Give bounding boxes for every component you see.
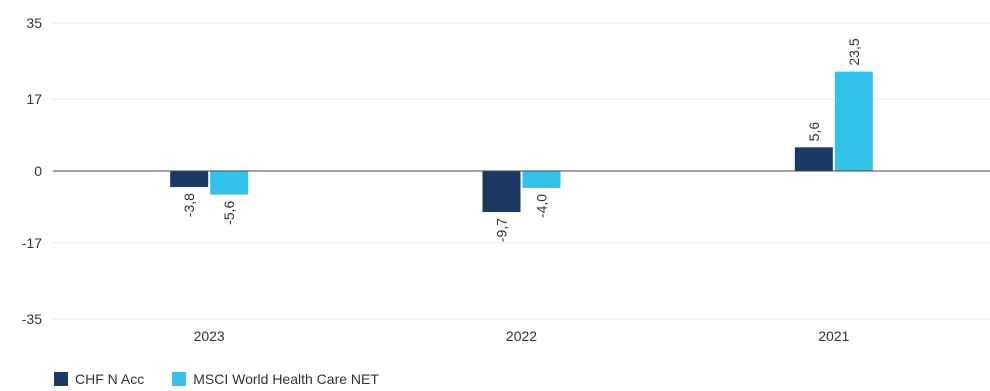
bar (522, 171, 561, 188)
bar (170, 171, 209, 188)
legend-item-series-2: MSCI World Health Care NET (172, 371, 379, 387)
data-label: -3,8 (181, 193, 197, 217)
x-tick-label: 2021 (818, 328, 849, 344)
bar (482, 171, 521, 213)
data-label: 23,5 (846, 38, 862, 65)
legend-label-series-2: MSCI World Health Care NET (193, 371, 379, 387)
legend-swatch-series-1 (54, 372, 68, 386)
bar (834, 71, 873, 171)
data-label: -9,7 (494, 218, 510, 242)
x-tick-label: 2023 (194, 328, 225, 344)
y-axis-ticks: 35 17 0 -17 -35 (22, 15, 42, 327)
x-tick-label: 2022 (506, 328, 537, 344)
y-tick-label: 17 (26, 91, 42, 107)
legend-item-series-1: CHF N Acc (54, 371, 144, 387)
legend: CHF N Acc MSCI World Health Care NET (54, 369, 407, 389)
data-label: -4,0 (534, 194, 550, 218)
data-label: -5,6 (221, 200, 237, 224)
bar (794, 147, 833, 171)
legend-swatch-series-2 (172, 372, 187, 386)
grid-lines (53, 22, 990, 320)
legend-label-series-1: CHF N Acc (75, 371, 145, 387)
y-tick-label: 35 (26, 15, 42, 31)
y-tick-label: -17 (22, 235, 42, 251)
data-labels: -3,8 -5,6 -9,7 -4,0 5,6 23,5 (181, 38, 862, 242)
x-axis-ticks: 2023 2022 2021 (194, 328, 850, 344)
bar (210, 171, 249, 195)
bars (170, 71, 873, 213)
y-tick-label: 0 (34, 163, 42, 179)
data-label: 5,6 (806, 122, 822, 142)
y-tick-label: -35 (22, 311, 42, 327)
